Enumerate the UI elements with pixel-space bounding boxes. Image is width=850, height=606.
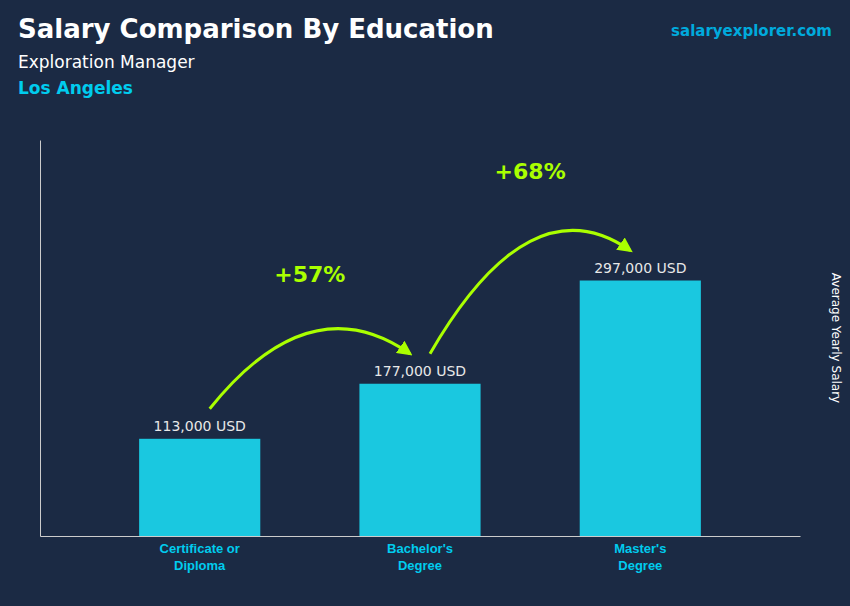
change-arrow (430, 230, 630, 353)
category-label: Master's Degree (614, 541, 666, 572)
axis-line (41, 536, 801, 537)
change-label: +57% (274, 262, 345, 287)
bar (139, 439, 260, 536)
change-arrow (210, 329, 410, 409)
bar (580, 281, 701, 536)
subtitle: Exploration Manager (18, 52, 195, 72)
category-label-line: Master's (614, 541, 666, 556)
category-label-line: Bachelor's (387, 541, 453, 556)
title: Salary Comparison By Education (18, 14, 494, 44)
category-label-line: Certificate or (160, 541, 240, 556)
y-axis-title: Average Yearly Salary (829, 273, 843, 403)
category-label: Certificate or Diploma (160, 541, 240, 572)
background (0, 0, 850, 606)
x-axis: Certificate orDiplomaBachelor'sDegreeMas… (41, 536, 801, 573)
source: salaryexplorer.com (671, 22, 832, 40)
data-labels: 113,000 USD 177,000 USD 297,000 USD (154, 260, 687, 434)
category-label-line: Degree (618, 558, 662, 573)
plot: Certificate orDiplomaBachelor'sDegreeMas… (41, 141, 801, 573)
change-label: +68% (495, 159, 566, 184)
category-label-line: Diploma (174, 558, 226, 573)
data-label: 177,000 USD (374, 363, 466, 379)
chart: Salary Comparison By Education Exploratio… (0, 0, 850, 606)
tick: Bachelor's Degree (387, 536, 453, 573)
annotations: +57% +68% (210, 159, 631, 409)
data-label: 113,000 USD (154, 418, 246, 434)
y-axis (40, 141, 41, 537)
tick: Certificate or Diploma (160, 536, 240, 573)
bars (139, 281, 701, 536)
axis-line (40, 141, 41, 537)
category-label: Bachelor's Degree (387, 541, 453, 572)
tick: Master's Degree (614, 536, 666, 573)
subtitle: Los Angeles (18, 78, 133, 98)
category-label-line: Degree (398, 558, 442, 573)
data-label: 297,000 USD (594, 260, 686, 276)
bar (359, 384, 480, 536)
